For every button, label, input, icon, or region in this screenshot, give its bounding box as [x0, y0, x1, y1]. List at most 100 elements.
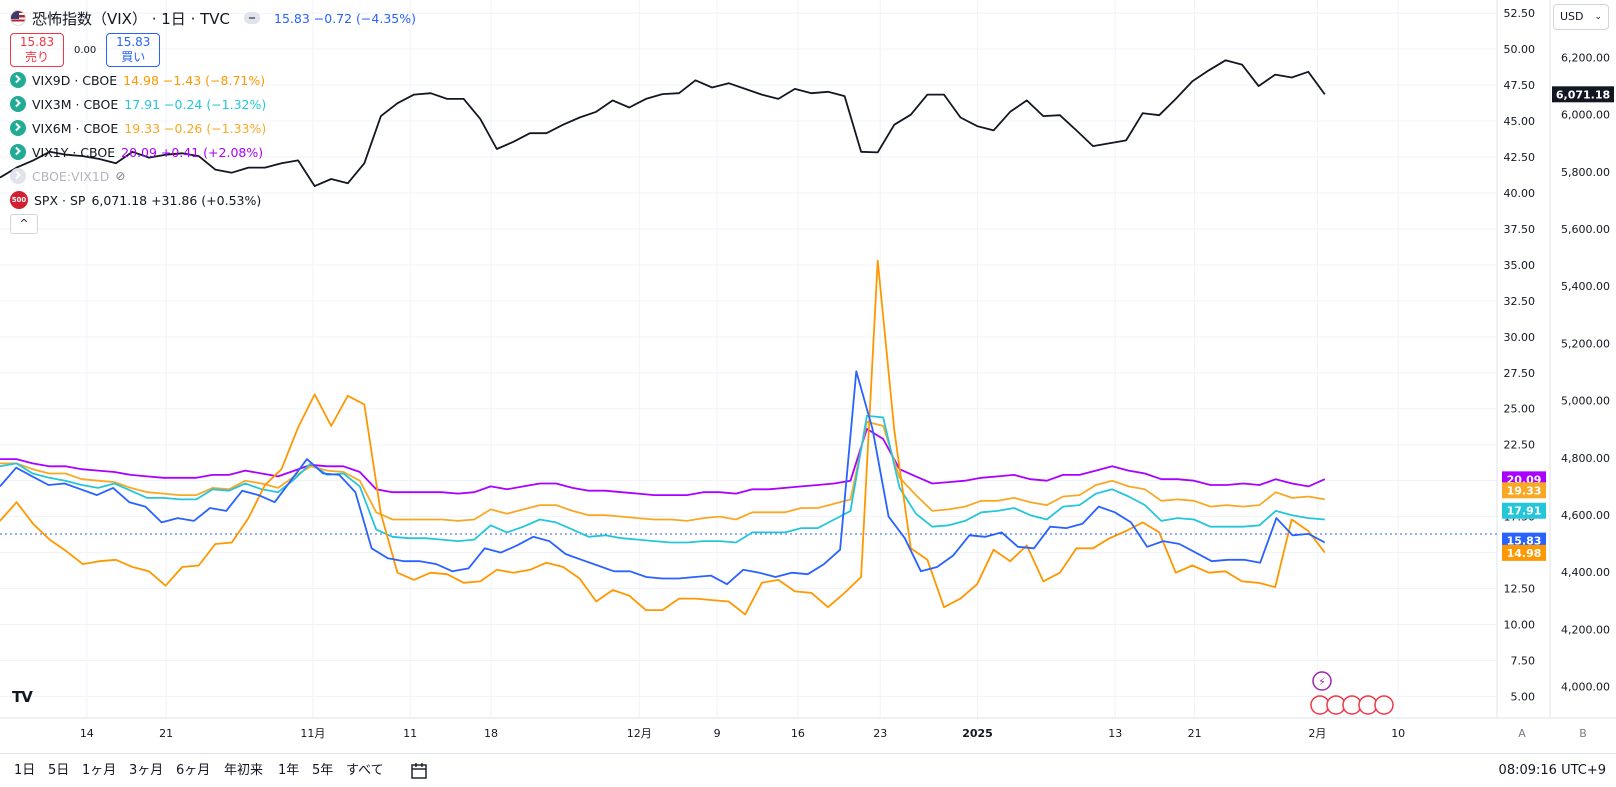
legend-item-vix3m[interactable]: VIX3M · CBOE 17.91 −0.24 (−1.32%): [10, 92, 416, 116]
series-lines: [0, 59, 1326, 616]
chevron-down-icon: ⌄: [1594, 12, 1602, 22]
legend-item-spx[interactable]: 500 SPX · SP 6,071.18 +31.86 (+0.53%): [10, 188, 416, 212]
range-button-3m[interactable]: 3ヶ月: [129, 763, 164, 778]
series-name: VIX9D · CBOE: [32, 72, 118, 88]
us-flag-icon: [10, 10, 26, 26]
right-tick-label: 4,800.00: [1561, 452, 1610, 465]
sp500-logo-icon: 500: [10, 191, 28, 209]
scale-a-toggle[interactable]: A: [1518, 727, 1526, 740]
buy-button[interactable]: 15.83 買い: [106, 33, 161, 67]
price-badge-label: 15.83: [1507, 535, 1542, 548]
left-tick-label: 7.50: [1511, 654, 1536, 667]
x-tick-label: 10: [1391, 727, 1405, 740]
series-line-vix[interactable]: [0, 370, 1326, 586]
left-tick-label: 10.00: [1504, 619, 1536, 632]
chevron-right-icon[interactable]: [10, 168, 26, 184]
sell-button[interactable]: 15.83 売り: [10, 33, 64, 67]
chevron-right-icon[interactable]: [10, 72, 26, 88]
lightning-glyph: ⚡: [1318, 676, 1326, 689]
x-tick-label: 11月: [300, 727, 325, 740]
buy-price: 15.83: [116, 35, 151, 49]
left-tick-label: 40.00: [1504, 187, 1536, 200]
lightning-icon[interactable]: [1312, 671, 1332, 691]
calendar-icon[interactable]: [410, 762, 428, 780]
x-tick-label: 12月: [627, 727, 652, 740]
x-tick-label: 14: [80, 727, 94, 740]
legend: 恐怖指数（VIX） · 1日 · TVC 15.83 −0.72 (−4.35%…: [10, 6, 416, 234]
range-button-6m[interactable]: 6ヶ月: [176, 763, 211, 778]
series-line-vix1y[interactable]: [0, 427, 1326, 497]
currency-select[interactable]: USD ⌄: [1553, 4, 1609, 30]
left-tick-label: 37.50: [1504, 223, 1536, 236]
event-icons[interactable]: ⚡: [1310, 671, 1394, 715]
range-button-5d[interactable]: 5日: [48, 763, 70, 778]
series-line-vix6m[interactable]: [0, 420, 1325, 522]
sell-price: 15.83: [19, 35, 55, 49]
price-badge: [1502, 532, 1546, 549]
left-tick-label: 42.50: [1504, 151, 1536, 164]
right-tick-label: 5,200.00: [1561, 337, 1610, 350]
series-value: 19.33 −0.26 (−1.33%): [124, 120, 267, 136]
left-axis: 52.50 50.00 47.50 45.00 42.50 40.00 37.50 35.00…: [1504, 7, 1536, 703]
x-tick-label: 2025: [962, 727, 993, 740]
legend-item-vix1y[interactable]: VIX1Y · CBOE 20.09 +0.41 (+2.08%): [10, 140, 416, 164]
range-button-ytd[interactable]: 年初来: [224, 763, 264, 778]
price-badge-label: 6,071.18: [1556, 88, 1610, 101]
clock-timezone[interactable]: 08:09:16 UTC+9: [1498, 763, 1606, 778]
range-button-1d[interactable]: 1日: [14, 763, 36, 778]
legend-item-vix9d[interactable]: VIX9D · CBOE 14.98 −1.43 (−8.71%): [10, 68, 416, 92]
range-button-1m[interactable]: 1ヶ月: [82, 763, 117, 778]
x-tick-label: 9: [714, 727, 721, 740]
series-value: 6,071.18 +31.86 (+0.53%): [91, 192, 262, 208]
symbol-title: 恐怖指数（VIX） · 1日 · TVC: [32, 9, 231, 28]
left-tick-label: 52.50: [1504, 7, 1536, 20]
right-tick-label: 4,600.00: [1561, 509, 1610, 522]
price-badge: [1502, 502, 1546, 519]
x-tick-label: 21: [159, 727, 173, 740]
scale-b-toggle[interactable]: B: [1579, 727, 1587, 740]
visibility-toggle-icon[interactable]: [244, 12, 261, 24]
x-tick-label: 11: [403, 727, 417, 740]
tradingview-logo[interactable]: TV: [12, 688, 33, 706]
grid-lines: [0, 0, 1497, 718]
right-tick-label: 5,600.00: [1561, 223, 1610, 236]
right-tick-label: 4,200.00: [1561, 623, 1610, 636]
spread-value: 0.00: [74, 44, 97, 56]
right-tick-label: 4,400.00: [1561, 566, 1610, 579]
right-tick-label: 5,800.00: [1561, 166, 1610, 179]
series-line-spx[interactable]: [0, 59, 1326, 188]
series-line-vix3m[interactable]: [0, 414, 1325, 544]
left-tick-label: 32.50: [1504, 295, 1536, 308]
series-name: VIX3M · CBOE: [32, 96, 119, 112]
right-tick-label: 5,000.00: [1561, 395, 1610, 408]
series-name: CBOE:VIX1D: [32, 168, 110, 184]
x-tick-label: 18: [484, 727, 498, 740]
main-symbol-row[interactable]: 恐怖指数（VIX） · 1日 · TVC 15.83 −0.72 (−4.35%…: [10, 6, 416, 30]
series-value: 20.09 +0.41 (+2.08%): [121, 144, 264, 160]
price-badge-label: 19.33: [1507, 484, 1542, 497]
sell-label: 売り: [24, 50, 49, 64]
right-tick-label: 5,400.00: [1561, 280, 1610, 293]
hidden-eye-icon[interactable]: ⊘: [115, 169, 126, 183]
collapse-legend-button[interactable]: ^: [10, 214, 38, 234]
range-button-all[interactable]: すべて: [346, 763, 384, 778]
chevron-right-icon[interactable]: [10, 144, 26, 160]
chevron-right-icon[interactable]: [10, 120, 26, 136]
left-tick-label: 30.00: [1504, 331, 1536, 344]
left-tick-label: 47.50: [1504, 79, 1536, 92]
left-tick-label: 35.00: [1504, 259, 1536, 272]
range-button-1y[interactable]: 1年: [278, 763, 300, 778]
x-axis: 14 21 11月 11 18 12月 9 16 23 2025 13 21 2月 10: [80, 727, 1405, 740]
price-badge: [1502, 482, 1546, 499]
left-tick-label: 27.50: [1504, 367, 1536, 380]
left-tick-label: 25.00: [1504, 403, 1536, 416]
right-axis: 6,200.00 6,000.00 5,800.00 5,600.00 5,400.00…: [1561, 51, 1610, 693]
range-button-5y[interactable]: 5年: [312, 763, 334, 778]
legend-item-vix6m[interactable]: VIX6M · CBOE 19.33 −0.26 (−1.33%): [10, 116, 416, 140]
chevron-right-icon[interactable]: [10, 96, 26, 112]
x-tick-label: 13: [1108, 727, 1122, 740]
series-line-vix9d[interactable]: [0, 259, 1326, 616]
legend-item-vix1d[interactable]: CBOE:VIX1D ⊘: [10, 164, 416, 188]
